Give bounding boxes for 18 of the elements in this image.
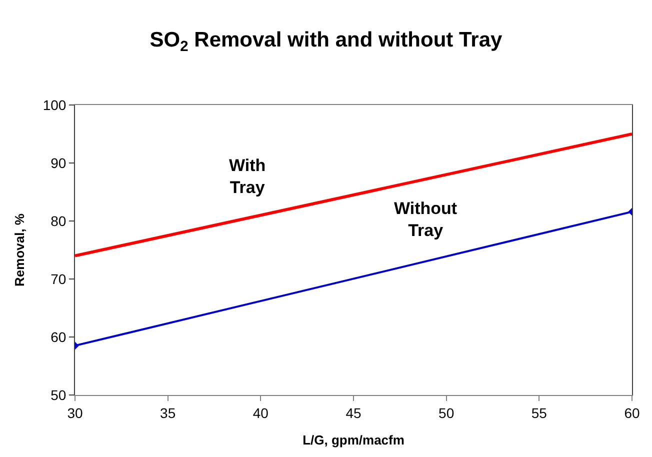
series-label: With Tray: [229, 156, 266, 198]
x-tick-label: 40: [252, 404, 269, 421]
series-label: Without Tray: [394, 199, 458, 240]
y-tick-label: 80: [50, 212, 66, 229]
chart-title: SO$_{2}$ Removal with and without Tray: [150, 28, 503, 56]
x-axis-title: L/G, gpm/macfm: [302, 432, 404, 448]
y-tick-label: 70: [50, 270, 66, 287]
x-tick-label: 60: [624, 404, 640, 421]
x-tick-label: 45: [346, 404, 362, 421]
y-axis-title: Removal, %: [12, 213, 27, 286]
y-tick-label: 60: [50, 328, 66, 345]
x-tick-label: 35: [160, 404, 176, 421]
y-tick-label: 100: [42, 96, 66, 113]
y-tick-label: 50: [50, 386, 66, 403]
x-tick-label: 50: [438, 404, 454, 421]
x-tick-label: 55: [531, 404, 548, 421]
x-tick-label: 30: [67, 404, 83, 421]
y-tick-label: 90: [50, 154, 66, 171]
